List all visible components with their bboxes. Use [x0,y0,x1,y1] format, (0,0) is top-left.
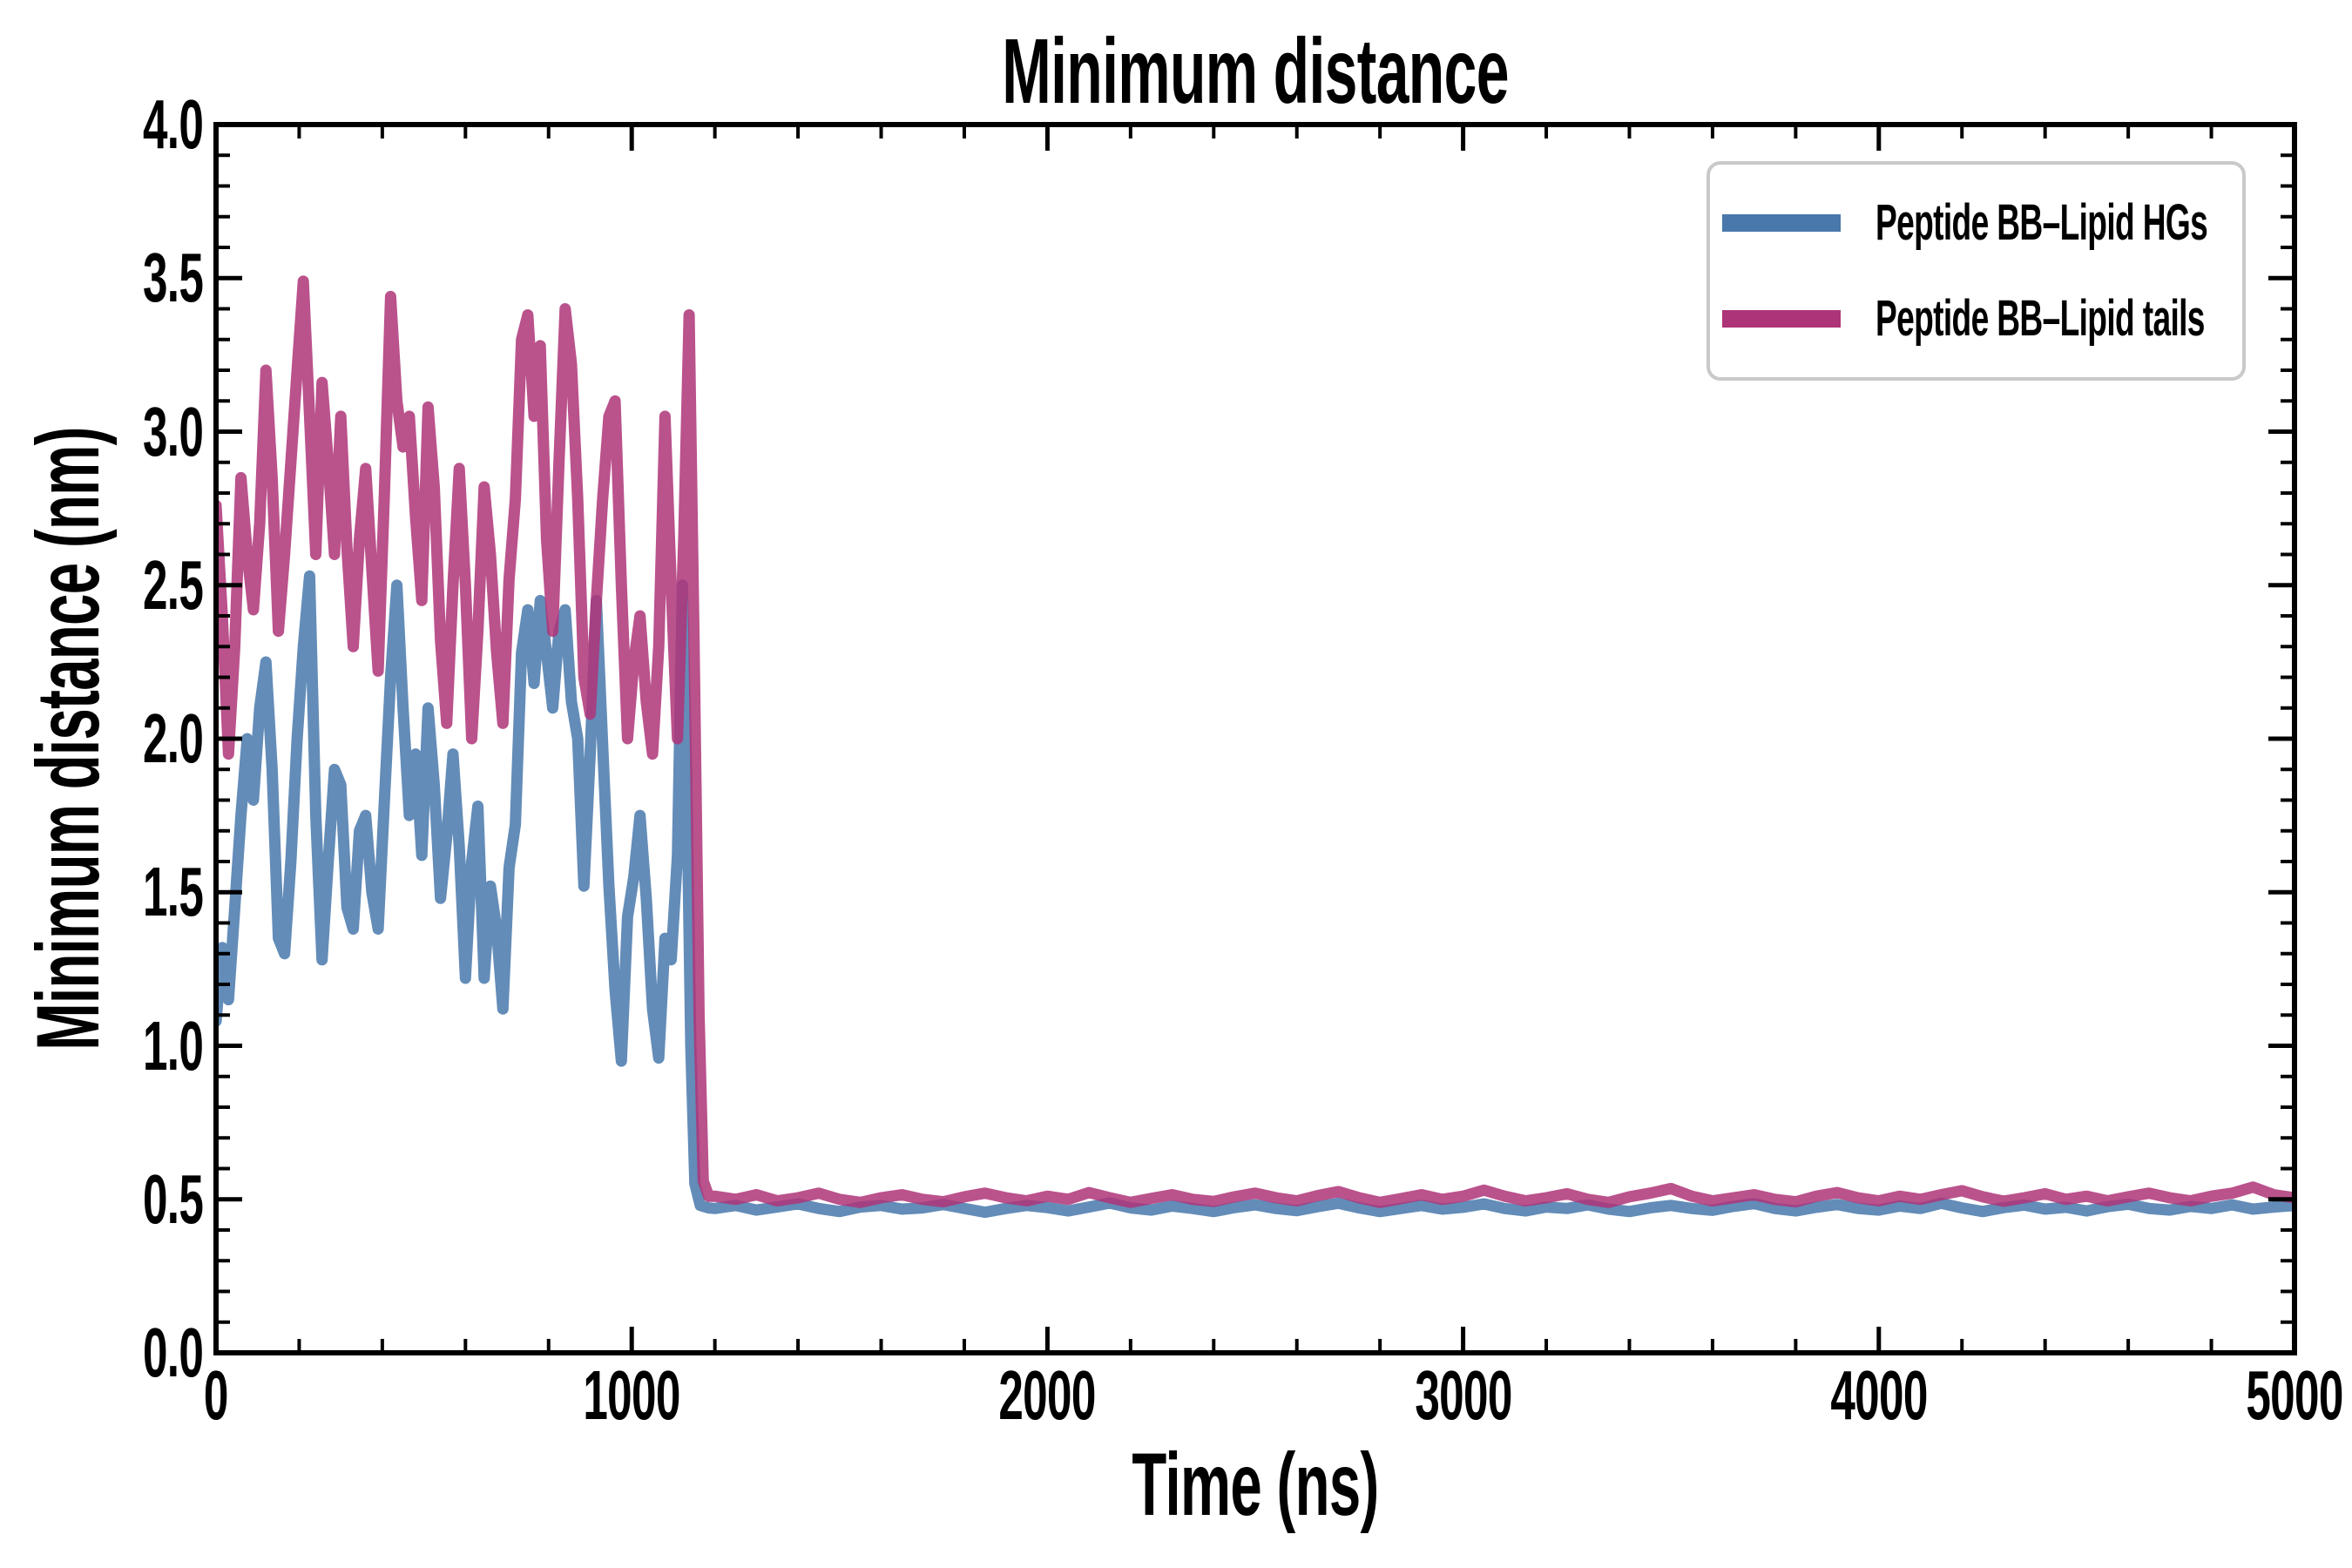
x-tick-label-2000: 2000 [998,1356,1097,1434]
series-line-1 [216,275,2295,1208]
chart-title: Minimum distance [860,21,1652,123]
x-tick-label-0: 0 [204,1356,228,1434]
chart-title-text: Minimum distance [1002,20,1509,123]
y-tick-label-2.5: 2.5 [142,545,204,624]
legend-label-0: Peptide BB–Lipid HGs [1876,194,2208,251]
legend-item-1: Peptide BB–Lipid tails [1722,294,2242,344]
x-axis-label-text: Time (ns) [1132,1435,1379,1534]
legend-label-1: Peptide BB–Lipid tails [1876,290,2205,347]
legend-item-0: Peptide BB–Lipid HGs [1722,198,2242,248]
x-tick-label-4000: 4000 [1830,1356,1928,1434]
legend: Peptide BB–Lipid HGs Peptide BB–Lipid tai… [1707,161,2246,381]
y-tick-label-1.5: 1.5 [142,853,204,931]
y-tick-label-0.0: 0.0 [142,1314,204,1391]
y-tick-label-1.0: 1.0 [142,1006,204,1085]
series-line-0 [216,570,2295,1219]
x-tick-label-1000: 1000 [583,1356,681,1434]
x-tick-label-3000: 3000 [1414,1356,1512,1434]
x-axis-label: Time (ns) [1063,1436,1449,1533]
y-tick-label-3.0: 3.0 [142,392,204,470]
legend-swatch-0 [1722,214,1841,232]
y-tick-label-0.5: 0.5 [142,1159,204,1238]
legend-swatch-1 [1722,310,1841,328]
y-tick-label-3.5: 3.5 [142,239,204,317]
y-tick-label-2.0: 2.0 [142,700,204,777]
x-tick-label-5000: 5000 [2246,1356,2343,1434]
y-tick-label-4.0: 4.0 [142,85,204,163]
axes-spines [213,122,2297,1355]
